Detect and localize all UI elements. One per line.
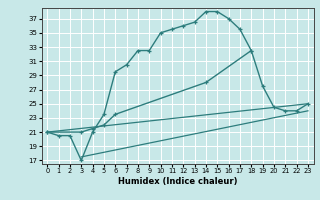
X-axis label: Humidex (Indice chaleur): Humidex (Indice chaleur) xyxy=(118,177,237,186)
